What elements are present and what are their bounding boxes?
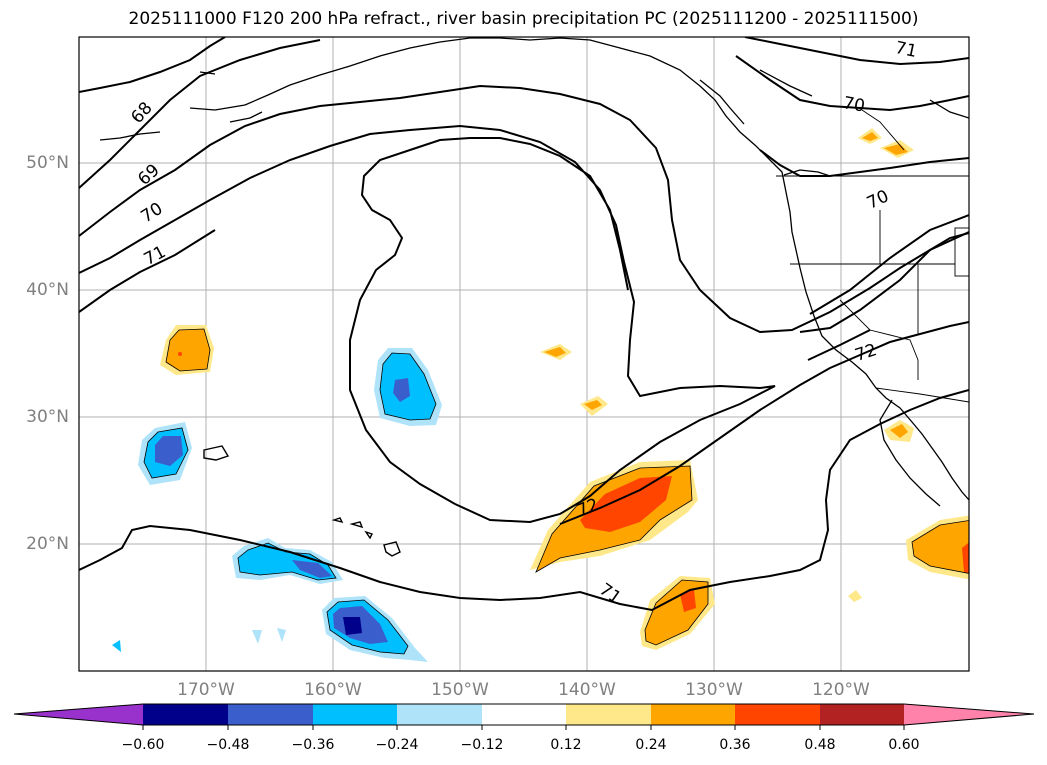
colorbar-tick-label: 0.36 [719, 737, 750, 753]
lon-labels: 170°W 160°W 150°W 140°W 130°W 120°W [177, 680, 870, 700]
colorbar-segment [820, 704, 905, 725]
refractivity-contours [79, 37, 969, 612]
contour-label: 70 [842, 93, 867, 116]
lat-label: 20°N [26, 534, 69, 554]
lon-label: 150°W [431, 680, 489, 700]
precip-positive-region [640, 576, 715, 650]
colorbar-tick-label: −0.48 [207, 737, 250, 753]
colorbar-segment [397, 704, 483, 725]
precip-positive-region [160, 325, 214, 375]
colorbar-segment [735, 704, 821, 725]
colorbar-tick-label: 0.24 [635, 737, 666, 753]
colorbar-tick-label: 0.60 [888, 737, 919, 753]
contour-label: 71 [893, 38, 918, 62]
colorbar-segment [143, 704, 229, 725]
colorbar-segment [482, 704, 568, 725]
lat-label: 30°N [26, 407, 69, 427]
contour-label: 72 [853, 340, 880, 366]
contour-label: 70 [864, 186, 892, 213]
colorbar-tick-label: −0.60 [122, 737, 165, 753]
contour-label: 71 [141, 242, 169, 270]
precip-negative-region [232, 538, 343, 584]
contour-labels: 68 69 70 71 71 70 70 72 72 71 [127, 38, 918, 608]
lat-label: 50°N [26, 153, 69, 173]
lon-label: 140°W [558, 680, 616, 700]
lon-label: 130°W [685, 680, 743, 700]
precip-positive-region [540, 344, 608, 416]
precip-positive-region [530, 460, 698, 572]
precip-negative-region [112, 628, 286, 652]
lon-label: 160°W [304, 680, 362, 700]
precip-outlines [143, 328, 969, 655]
precip-negative-region [374, 348, 442, 426]
lat-label: 40°N [26, 280, 69, 300]
contour-label: 69 [134, 160, 163, 189]
precip-positive-region [848, 128, 969, 602]
colorbar-extend-high [904, 704, 1034, 725]
colorbar-segment [566, 704, 652, 725]
colorbar-tick-label: 0.12 [550, 737, 581, 753]
colorbar-segment [313, 704, 399, 725]
lon-label: 170°W [177, 680, 235, 700]
map-frame [78, 36, 970, 672]
colorbar-tick-label: −0.36 [292, 737, 335, 753]
precip-fill-regions [112, 128, 969, 662]
colorbar-tick-label: 0.48 [804, 737, 835, 753]
contour-label: 70 [138, 199, 167, 227]
colorbar-tick-label: −0.12 [461, 737, 504, 753]
colorbar-segment [651, 704, 737, 725]
hawaiian-islands [203, 445, 401, 557]
precip-negative-region [322, 596, 428, 662]
colorbar-segment [228, 704, 314, 725]
colorbar: −0.60 −0.48 −0.36 −0.24 −0.12 0.12 0.24 … [13, 703, 1035, 753]
map-title: 2025111000 F120 200 hPa refract., river … [128, 9, 919, 29]
coastlines [99, 37, 969, 507]
colorbar-tick-label: −0.24 [376, 737, 419, 753]
lon-label: 120°W [812, 680, 870, 700]
colorbar-extend-low [14, 704, 144, 725]
contour-label: 68 [127, 98, 156, 127]
lat-labels: 50°N 40°N 30°N 20°N [26, 153, 69, 554]
